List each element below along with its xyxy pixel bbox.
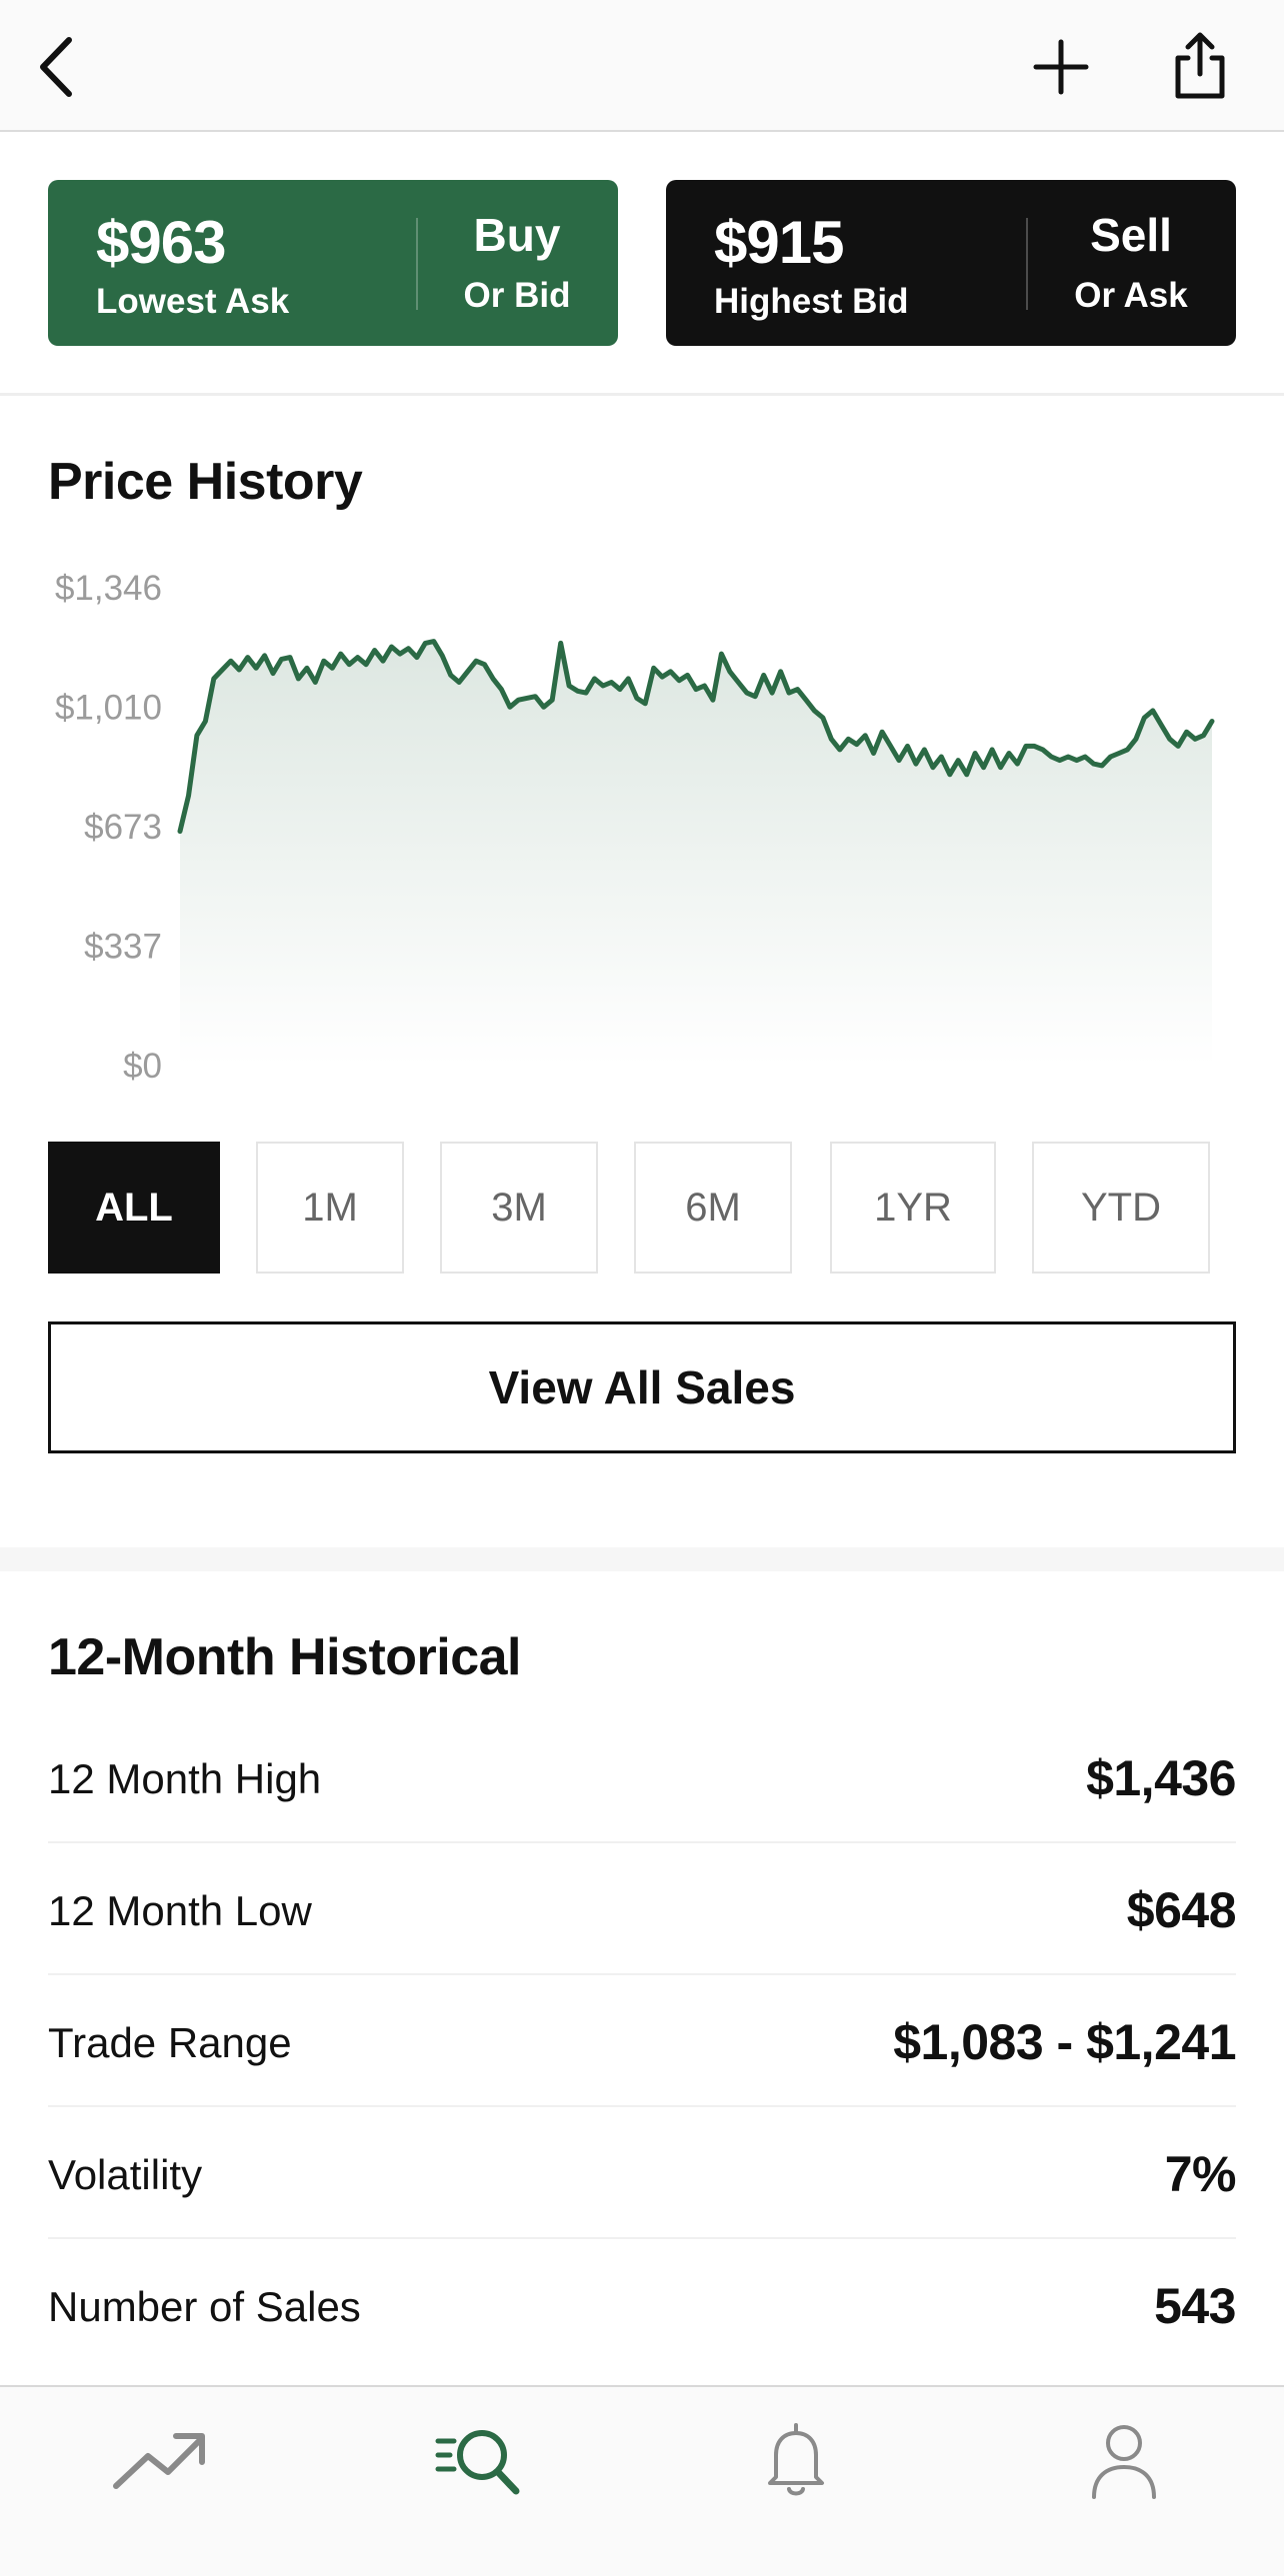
section-divider [0, 1547, 1284, 1571]
view-all-sales-button[interactable]: View All Sales [48, 1321, 1236, 1453]
range-6m[interactable]: 6M [634, 1142, 792, 1274]
bottom-nav [0, 2385, 1284, 2576]
range-3m[interactable]: 3M [440, 1142, 598, 1274]
y-tick-label: $1,346 [55, 569, 162, 608]
stat-value: $1,436 [1086, 1750, 1236, 1806]
buy-divider [416, 218, 418, 310]
range-1yr[interactable]: 1YR [830, 1142, 996, 1274]
nav-notifications[interactable] [736, 2411, 856, 2511]
highest-bid-price: $915 [714, 209, 844, 276]
y-axis: $1,346 $1,010 $673 $337 $0 [55, 569, 162, 1086]
share-icon [1175, 32, 1225, 99]
top-bar [0, 0, 1284, 132]
trending-icon [113, 2433, 205, 2489]
buy-sell-section: $963 Lowest Ask Buy Or Bid $915 Highest … [0, 134, 1284, 396]
bell-icon [768, 2423, 824, 2496]
stat-value: $648 [1126, 1882, 1237, 1938]
profile-icon [1092, 2425, 1156, 2499]
stat-label: 12 Month High [48, 1755, 322, 1802]
stat-row-number-of-sales: Number of Sales 543 [48, 2239, 1236, 2371]
price-history-title: Price History [48, 453, 363, 511]
stat-row-volatility: Volatility 7% [48, 2107, 1237, 2239]
share-button[interactable] [1155, 22, 1245, 112]
nav-search[interactable] [422, 2411, 542, 2511]
stat-row-12-month-high: 12 Month High $1,436 [48, 1711, 1236, 1843]
y-tick-label: $673 [84, 808, 162, 847]
price-line [177, 639, 1215, 835]
stat-label: Number of Sales [48, 2283, 361, 2330]
lowest-ask-price: $963 [96, 209, 226, 276]
stat-label: Volatility [48, 2151, 203, 2198]
stat-value: 7% [1164, 2146, 1237, 2202]
stat-label: Trade Range [48, 2019, 292, 2066]
stat-label: 12 Month Low [48, 1887, 312, 1934]
add-button[interactable] [1016, 22, 1106, 112]
sell-label: Sell [1090, 209, 1172, 261]
sell-button[interactable]: $915 Highest Bid Sell Or Ask [666, 180, 1236, 346]
lowest-ask-label: Lowest Ask [96, 282, 290, 321]
or-ask-label: Or Ask [1074, 276, 1188, 315]
nav-trending[interactable] [100, 2411, 220, 2511]
historical-title: 12-Month Historical [48, 1628, 522, 1686]
range-all[interactable]: ALL [48, 1142, 220, 1274]
range-1m[interactable]: 1M [256, 1142, 404, 1274]
price-area [180, 641, 1212, 1066]
range-selector: ALL 1M 3M 6M 1YR YTD [0, 1142, 1284, 1274]
buy-label: Buy [473, 209, 561, 261]
or-bid-label: Or Bid [463, 276, 571, 315]
stat-row-trade-range: Trade Range $1,083 - $1,241 [48, 1975, 1236, 2107]
range-ytd[interactable]: YTD [1032, 1142, 1210, 1274]
y-tick-label: $0 [123, 1047, 162, 1086]
chevron-left-icon [40, 37, 72, 97]
nav-profile[interactable] [1064, 2411, 1184, 2511]
highest-bid-label: Highest Bid [714, 282, 909, 321]
stat-row-12-month-low: 12 Month Low $648 [48, 1843, 1237, 1975]
y-tick-label: $337 [84, 928, 162, 967]
search-icon [435, 2430, 520, 2495]
sell-divider [1026, 218, 1028, 310]
plus-icon [1033, 39, 1089, 95]
y-tick-label: $1,010 [55, 689, 162, 728]
buy-button[interactable]: $963 Lowest Ask Buy Or Bid [48, 180, 618, 346]
back-button[interactable] [12, 22, 102, 112]
stat-value: 543 [1154, 2278, 1236, 2334]
stat-value: $1,083 - $1,241 [893, 2014, 1236, 2070]
price-history-chart: $1,346 $1,010 $673 $337 $0 [55, 569, 1215, 1086]
